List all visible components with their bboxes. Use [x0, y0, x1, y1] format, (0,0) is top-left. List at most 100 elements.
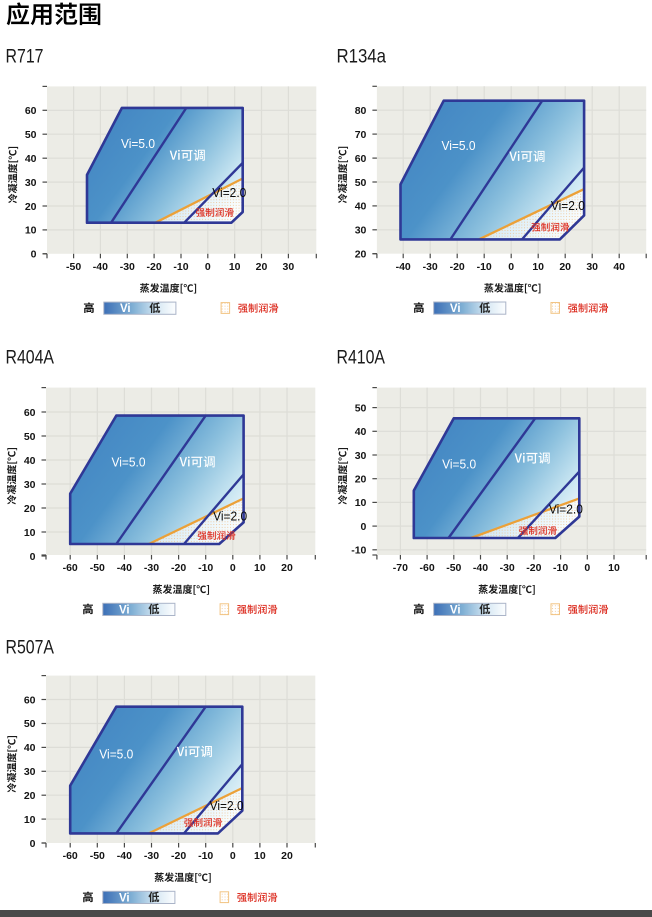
svg-text:-20: -20: [450, 261, 465, 273]
svg-text:-30: -30: [500, 562, 515, 574]
svg-text:50: 50: [24, 718, 36, 730]
svg-text:20: 20: [256, 261, 268, 273]
svg-text:-40: -40: [473, 562, 488, 574]
svg-text:Vi=2.0: Vi=2.0: [551, 199, 585, 213]
svg-text:R410A: R410A: [337, 347, 386, 368]
svg-text:Vi=2.0: Vi=2.0: [210, 799, 244, 813]
svg-text:-40: -40: [396, 261, 411, 273]
svg-text:Vi=5.0: Vi=5.0: [442, 458, 476, 472]
svg-text:50: 50: [25, 129, 37, 141]
svg-text:Vi=5.0: Vi=5.0: [99, 748, 133, 762]
svg-text:40: 40: [24, 742, 36, 754]
svg-text:Vi: Vi: [120, 303, 131, 315]
svg-text:10: 10: [532, 261, 544, 273]
svg-text:20: 20: [24, 503, 36, 515]
svg-text:20: 20: [281, 562, 293, 574]
svg-text:-30: -30: [120, 261, 135, 273]
svg-text:10: 10: [254, 562, 266, 574]
svg-text:-10: -10: [173, 261, 188, 273]
svg-text:-20: -20: [171, 562, 186, 574]
svg-text:Vi: Vi: [450, 303, 461, 315]
svg-text:60: 60: [24, 407, 36, 419]
svg-text:50: 50: [355, 402, 367, 414]
svg-text:20: 20: [281, 850, 293, 862]
svg-text:-30: -30: [144, 562, 159, 574]
svg-text:Vi=2.0: Vi=2.0: [549, 503, 583, 517]
svg-text:-10: -10: [477, 261, 492, 273]
svg-text:30: 30: [355, 225, 367, 237]
svg-text:-10: -10: [198, 562, 213, 574]
svg-text:Vi=5.0: Vi=5.0: [121, 137, 155, 151]
svg-text:-20: -20: [147, 261, 162, 273]
svg-text:Vi=2.0: Vi=2.0: [213, 509, 247, 523]
svg-text:0: 0: [205, 261, 211, 273]
svg-text:R404A: R404A: [6, 347, 55, 368]
svg-text:0: 0: [361, 521, 367, 533]
svg-text:30: 30: [24, 766, 36, 778]
svg-text:10: 10: [355, 497, 367, 509]
svg-text:40: 40: [613, 261, 625, 273]
svg-text:-60: -60: [63, 850, 78, 862]
svg-text:80: 80: [355, 105, 367, 117]
svg-text:20: 20: [355, 474, 367, 486]
svg-text:10: 10: [229, 261, 241, 273]
svg-text:10: 10: [608, 562, 620, 574]
svg-text:50: 50: [355, 177, 367, 189]
svg-text:-10: -10: [198, 850, 213, 862]
svg-text:-10: -10: [351, 545, 366, 557]
svg-text:-40: -40: [93, 261, 108, 273]
svg-text:R507A: R507A: [6, 637, 55, 658]
svg-text:-70: -70: [393, 562, 408, 574]
svg-text:30: 30: [25, 177, 37, 189]
svg-text:-10: -10: [553, 562, 568, 574]
svg-text:Vi=5.0: Vi=5.0: [442, 139, 476, 153]
svg-text:Vi=5.0: Vi=5.0: [112, 455, 146, 469]
svg-text:50: 50: [24, 431, 36, 443]
svg-text:0: 0: [584, 562, 590, 574]
svg-text:0: 0: [30, 838, 36, 850]
svg-text:0: 0: [31, 249, 37, 261]
svg-text:60: 60: [25, 105, 37, 117]
svg-text:40: 40: [24, 455, 36, 467]
svg-text:Vi: Vi: [119, 892, 130, 904]
svg-text:30: 30: [586, 261, 598, 273]
svg-text:-30: -30: [144, 850, 159, 862]
svg-text:-40: -40: [117, 562, 132, 574]
svg-text:20: 20: [24, 790, 36, 802]
svg-text:0: 0: [508, 261, 514, 273]
svg-text:-50: -50: [446, 562, 461, 574]
svg-text:0: 0: [230, 562, 236, 574]
svg-text:30: 30: [283, 261, 295, 273]
svg-text:Vi: Vi: [450, 604, 461, 616]
svg-text:-20: -20: [171, 850, 186, 862]
svg-text:60: 60: [355, 153, 367, 165]
svg-text:R717: R717: [6, 46, 44, 67]
svg-text:-30: -30: [423, 261, 438, 273]
svg-text:40: 40: [355, 201, 367, 213]
svg-text:60: 60: [24, 694, 36, 706]
svg-text:Vi=2.0: Vi=2.0: [212, 186, 246, 200]
svg-text:30: 30: [24, 479, 36, 491]
svg-text:30: 30: [355, 450, 367, 462]
svg-text:-20: -20: [526, 562, 541, 574]
svg-text:10: 10: [254, 850, 266, 862]
svg-text:-60: -60: [420, 562, 435, 574]
svg-text:70: 70: [355, 129, 367, 141]
svg-text:10: 10: [25, 225, 37, 237]
svg-text:R134a: R134a: [337, 46, 387, 67]
svg-text:40: 40: [355, 426, 367, 438]
svg-text:Vi: Vi: [119, 604, 130, 616]
svg-text:10: 10: [24, 527, 36, 539]
svg-text:-40: -40: [117, 850, 132, 862]
svg-text:40: 40: [25, 153, 37, 165]
svg-text:20: 20: [559, 261, 571, 273]
svg-text:0: 0: [230, 850, 236, 862]
svg-text:-50: -50: [90, 562, 105, 574]
svg-text:0: 0: [30, 551, 36, 563]
svg-text:-50: -50: [90, 850, 105, 862]
svg-text:20: 20: [25, 201, 37, 213]
svg-text:-60: -60: [63, 562, 78, 574]
svg-text:10: 10: [24, 814, 36, 826]
svg-text:20: 20: [355, 249, 367, 261]
svg-text:-50: -50: [66, 261, 81, 273]
